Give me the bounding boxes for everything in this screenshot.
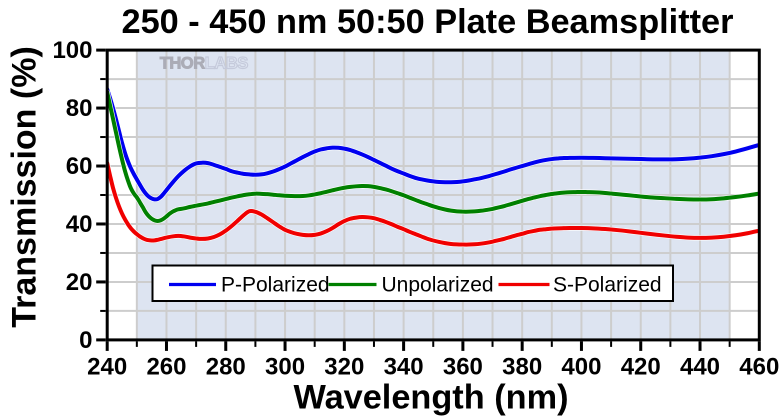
svg-text:Wavelength (nm): Wavelength (nm) — [293, 379, 568, 417]
svg-text:S-Polarized: S-Polarized — [553, 274, 662, 297]
svg-text:360: 360 — [443, 354, 483, 381]
svg-text:60: 60 — [66, 153, 93, 180]
svg-text:380: 380 — [502, 354, 542, 381]
svg-text:400: 400 — [561, 354, 601, 381]
svg-text:240: 240 — [87, 354, 127, 381]
svg-text:40: 40 — [66, 211, 93, 238]
svg-text:20: 20 — [66, 269, 93, 296]
svg-text:250 - 450 nm 50:50 Plate Beams: 250 - 450 nm 50:50 Plate Beamsplitter — [122, 3, 734, 41]
svg-text:280: 280 — [206, 354, 246, 381]
svg-text:300: 300 — [265, 354, 305, 381]
svg-text:P-Polarized: P-Polarized — [221, 274, 330, 297]
svg-text:100: 100 — [52, 37, 92, 64]
svg-text:340: 340 — [384, 354, 424, 381]
svg-text:Transmission (%): Transmission (%) — [6, 46, 44, 328]
svg-text:0: 0 — [79, 327, 92, 354]
svg-text:320: 320 — [324, 354, 364, 381]
svg-text:Unpolarized: Unpolarized — [382, 274, 494, 297]
svg-text:80: 80 — [66, 95, 93, 122]
svg-text:440: 440 — [680, 354, 720, 381]
svg-text:420: 420 — [621, 354, 661, 381]
svg-text:260: 260 — [146, 354, 186, 381]
svg-text:460: 460 — [739, 354, 779, 381]
svg-text:THORLABS: THORLABS — [160, 53, 249, 72]
